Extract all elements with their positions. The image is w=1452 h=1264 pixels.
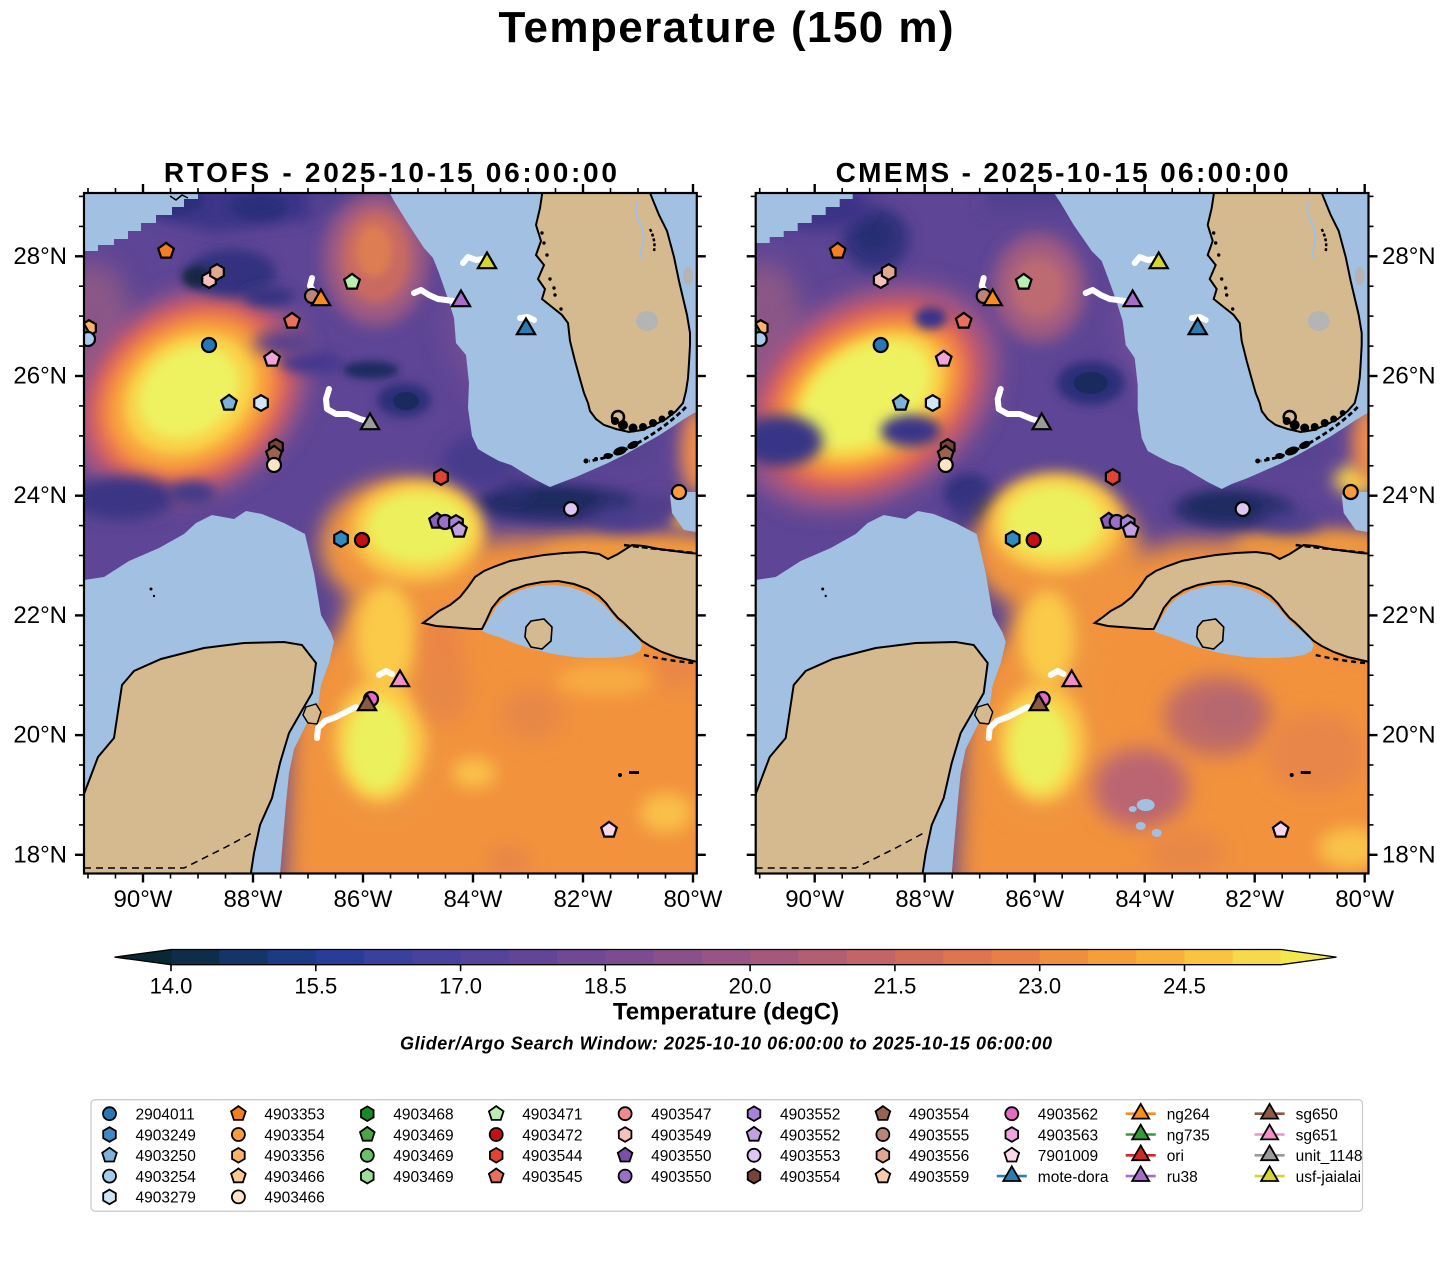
- svg-text:ori: ori: [1167, 1148, 1184, 1165]
- svg-text:80°W: 80°W: [1335, 886, 1394, 913]
- svg-text:4903249: 4903249: [136, 1127, 196, 1144]
- svg-text:mote-dora: mote-dora: [1038, 1169, 1109, 1186]
- svg-text:88°W: 88°W: [895, 886, 954, 913]
- svg-text:4903549: 4903549: [651, 1127, 711, 1144]
- svg-text:22°N: 22°N: [1382, 602, 1436, 629]
- svg-text:4903469: 4903469: [393, 1169, 453, 1186]
- svg-text:28°N: 28°N: [1382, 243, 1436, 270]
- svg-text:86°W: 86°W: [334, 886, 393, 913]
- svg-text:26°N: 26°N: [13, 363, 67, 390]
- svg-text:4903545: 4903545: [522, 1169, 582, 1186]
- svg-text:RTOFS - 2025-10-15 06:00:00: RTOFS - 2025-10-15 06:00:00: [164, 157, 617, 188]
- svg-text:28°N: 28°N: [13, 243, 67, 270]
- svg-text:4903354: 4903354: [264, 1127, 325, 1144]
- svg-text:CMEMS - 2025-10-15 06:00:00: CMEMS - 2025-10-15 06:00:00: [836, 157, 1289, 188]
- svg-text:4903554: 4903554: [780, 1169, 841, 1186]
- svg-text:4903555: 4903555: [909, 1127, 969, 1144]
- svg-text:4903550: 4903550: [651, 1148, 712, 1165]
- svg-text:ng735: ng735: [1167, 1127, 1210, 1144]
- svg-text:20°N: 20°N: [1382, 722, 1436, 749]
- svg-text:4903563: 4903563: [1038, 1127, 1098, 1144]
- svg-text:20.0: 20.0: [729, 974, 772, 999]
- svg-text:86°W: 86°W: [1005, 886, 1064, 913]
- svg-text:4903553: 4903553: [780, 1148, 840, 1165]
- svg-text:4903466: 4903466: [264, 1169, 324, 1186]
- svg-text:4903468: 4903468: [393, 1107, 453, 1124]
- svg-text:84°W: 84°W: [444, 886, 503, 913]
- svg-text:usf-jaialai: usf-jaialai: [1296, 1169, 1361, 1186]
- svg-text:4903472: 4903472: [522, 1127, 582, 1144]
- svg-text:4903562: 4903562: [1038, 1107, 1098, 1124]
- svg-text:Temperature (150 m): Temperature (150 m): [499, 3, 954, 52]
- svg-text:90°W: 90°W: [785, 886, 844, 913]
- svg-text:82°W: 82°W: [1225, 886, 1284, 913]
- svg-text:7901009: 7901009: [1038, 1148, 1098, 1165]
- svg-text:4903353: 4903353: [264, 1107, 324, 1124]
- svg-text:4903279: 4903279: [136, 1190, 196, 1207]
- svg-text:82°W: 82°W: [554, 886, 613, 913]
- svg-text:18°N: 18°N: [1382, 841, 1436, 868]
- svg-text:84°W: 84°W: [1115, 886, 1174, 913]
- svg-text:4903466: 4903466: [264, 1190, 324, 1207]
- svg-text:sg651: sg651: [1296, 1127, 1338, 1144]
- svg-text:Temperature (degC): Temperature (degC): [613, 999, 839, 1026]
- svg-text:18°N: 18°N: [13, 841, 67, 868]
- svg-text:14.0: 14.0: [150, 974, 193, 999]
- svg-text:17.0: 17.0: [439, 974, 482, 999]
- svg-text:4903550: 4903550: [651, 1169, 712, 1186]
- svg-text:4903544: 4903544: [522, 1148, 583, 1165]
- svg-text:sg650: sg650: [1296, 1107, 1339, 1124]
- svg-text:Glider/Argo Search Window: 202: Glider/Argo Search Window: 2025-10-10 06…: [400, 1034, 1052, 1054]
- svg-text:4903559: 4903559: [909, 1169, 969, 1186]
- svg-text:4903547: 4903547: [651, 1107, 711, 1124]
- svg-text:4903250: 4903250: [136, 1148, 197, 1165]
- svg-text:80°W: 80°W: [664, 886, 723, 913]
- svg-text:90°W: 90°W: [114, 886, 173, 913]
- svg-text:15.5: 15.5: [294, 974, 337, 999]
- svg-text:26°N: 26°N: [1382, 363, 1436, 390]
- svg-text:unit_1148: unit_1148: [1296, 1148, 1363, 1165]
- svg-text:ru38: ru38: [1167, 1169, 1198, 1186]
- svg-text:24°N: 24°N: [13, 482, 67, 509]
- svg-text:4903469: 4903469: [393, 1148, 453, 1165]
- svg-text:4903554: 4903554: [909, 1107, 970, 1124]
- svg-text:2904011: 2904011: [136, 1107, 195, 1124]
- svg-text:21.5: 21.5: [873, 974, 916, 999]
- svg-text:18.5: 18.5: [584, 974, 627, 999]
- svg-text:4903552: 4903552: [780, 1107, 840, 1124]
- svg-text:4903254: 4903254: [136, 1169, 197, 1186]
- svg-text:4903469: 4903469: [393, 1127, 453, 1144]
- svg-text:4903552: 4903552: [780, 1127, 840, 1144]
- svg-text:88°W: 88°W: [224, 886, 283, 913]
- svg-text:23.0: 23.0: [1018, 974, 1061, 999]
- svg-text:22°N: 22°N: [13, 602, 67, 629]
- svg-text:20°N: 20°N: [13, 722, 67, 749]
- svg-text:ng264: ng264: [1167, 1107, 1210, 1124]
- svg-text:4903356: 4903356: [264, 1148, 324, 1165]
- svg-text:4903471: 4903471: [522, 1107, 582, 1124]
- svg-text:24°N: 24°N: [1382, 482, 1436, 509]
- svg-text:24.5: 24.5: [1163, 974, 1206, 999]
- svg-text:4903556: 4903556: [909, 1148, 969, 1165]
